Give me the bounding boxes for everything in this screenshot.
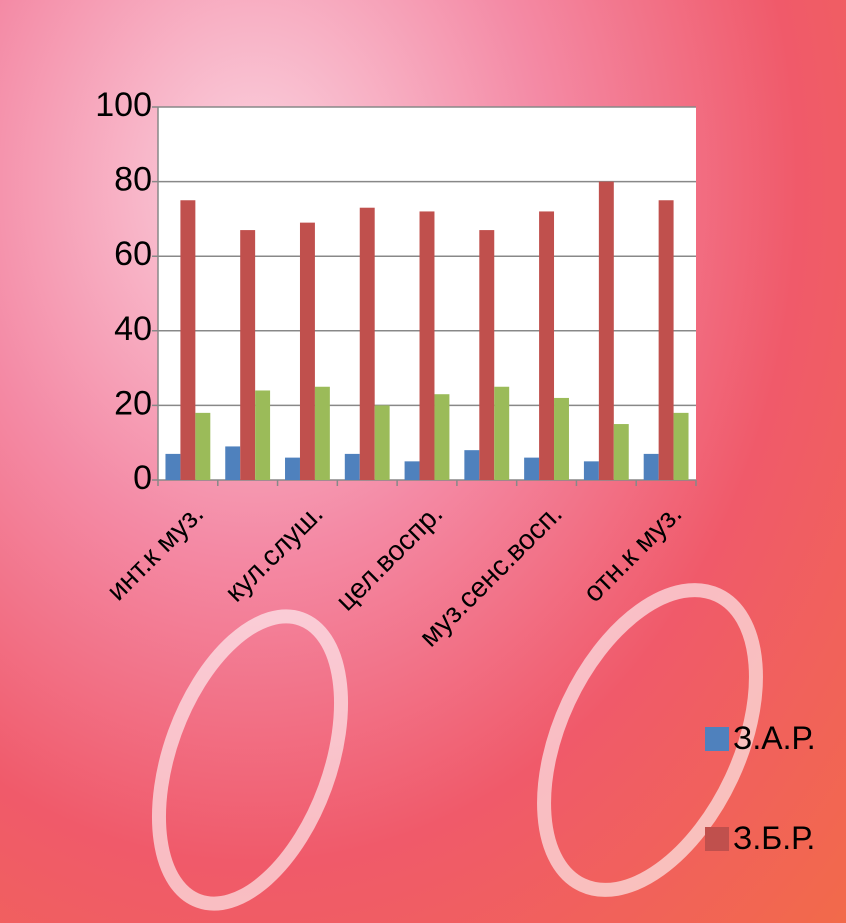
bar bbox=[225, 446, 241, 480]
bar bbox=[643, 453, 659, 480]
y-tick-label: 0 bbox=[133, 459, 152, 497]
bar bbox=[598, 181, 614, 480]
bar bbox=[464, 450, 480, 480]
bar bbox=[314, 386, 330, 480]
bar bbox=[539, 211, 555, 480]
bar bbox=[554, 397, 569, 480]
bar bbox=[344, 453, 360, 480]
bar bbox=[658, 200, 674, 480]
bar bbox=[299, 222, 315, 480]
legend-swatch bbox=[705, 827, 729, 851]
bar bbox=[165, 453, 181, 480]
y-tick-label: 80 bbox=[114, 161, 152, 199]
y-tick-label: 40 bbox=[114, 310, 152, 348]
bar bbox=[524, 457, 540, 480]
bar bbox=[359, 207, 375, 480]
legend-swatch bbox=[705, 727, 729, 751]
y-tick-label: 100 bbox=[95, 86, 152, 124]
bar bbox=[285, 457, 300, 480]
legend-label: З.Б.Р. bbox=[733, 820, 816, 856]
legend-item: З.А.Р. bbox=[705, 720, 846, 756]
y-tick-label: 60 bbox=[114, 235, 152, 273]
bar bbox=[195, 412, 211, 480]
bar bbox=[479, 230, 495, 480]
bar bbox=[673, 412, 689, 480]
bar bbox=[180, 200, 196, 480]
legend-label: З.А.Р. bbox=[733, 720, 816, 756]
bar bbox=[494, 386, 510, 480]
bar bbox=[404, 461, 420, 480]
bar bbox=[419, 211, 435, 480]
bar bbox=[613, 424, 629, 480]
bar bbox=[240, 230, 256, 480]
bar bbox=[255, 390, 271, 480]
y-tick-label: 20 bbox=[114, 384, 152, 422]
x-tick-label: цел.воспр. bbox=[330, 498, 449, 617]
bar bbox=[374, 405, 390, 480]
bar bbox=[583, 461, 599, 480]
bar bbox=[434, 394, 450, 480]
legend-item: З.Б.Р. bbox=[705, 820, 846, 856]
x-tick-label: инт.к муз. bbox=[101, 498, 210, 607]
x-tick-label: кул.слуш. bbox=[219, 498, 329, 608]
